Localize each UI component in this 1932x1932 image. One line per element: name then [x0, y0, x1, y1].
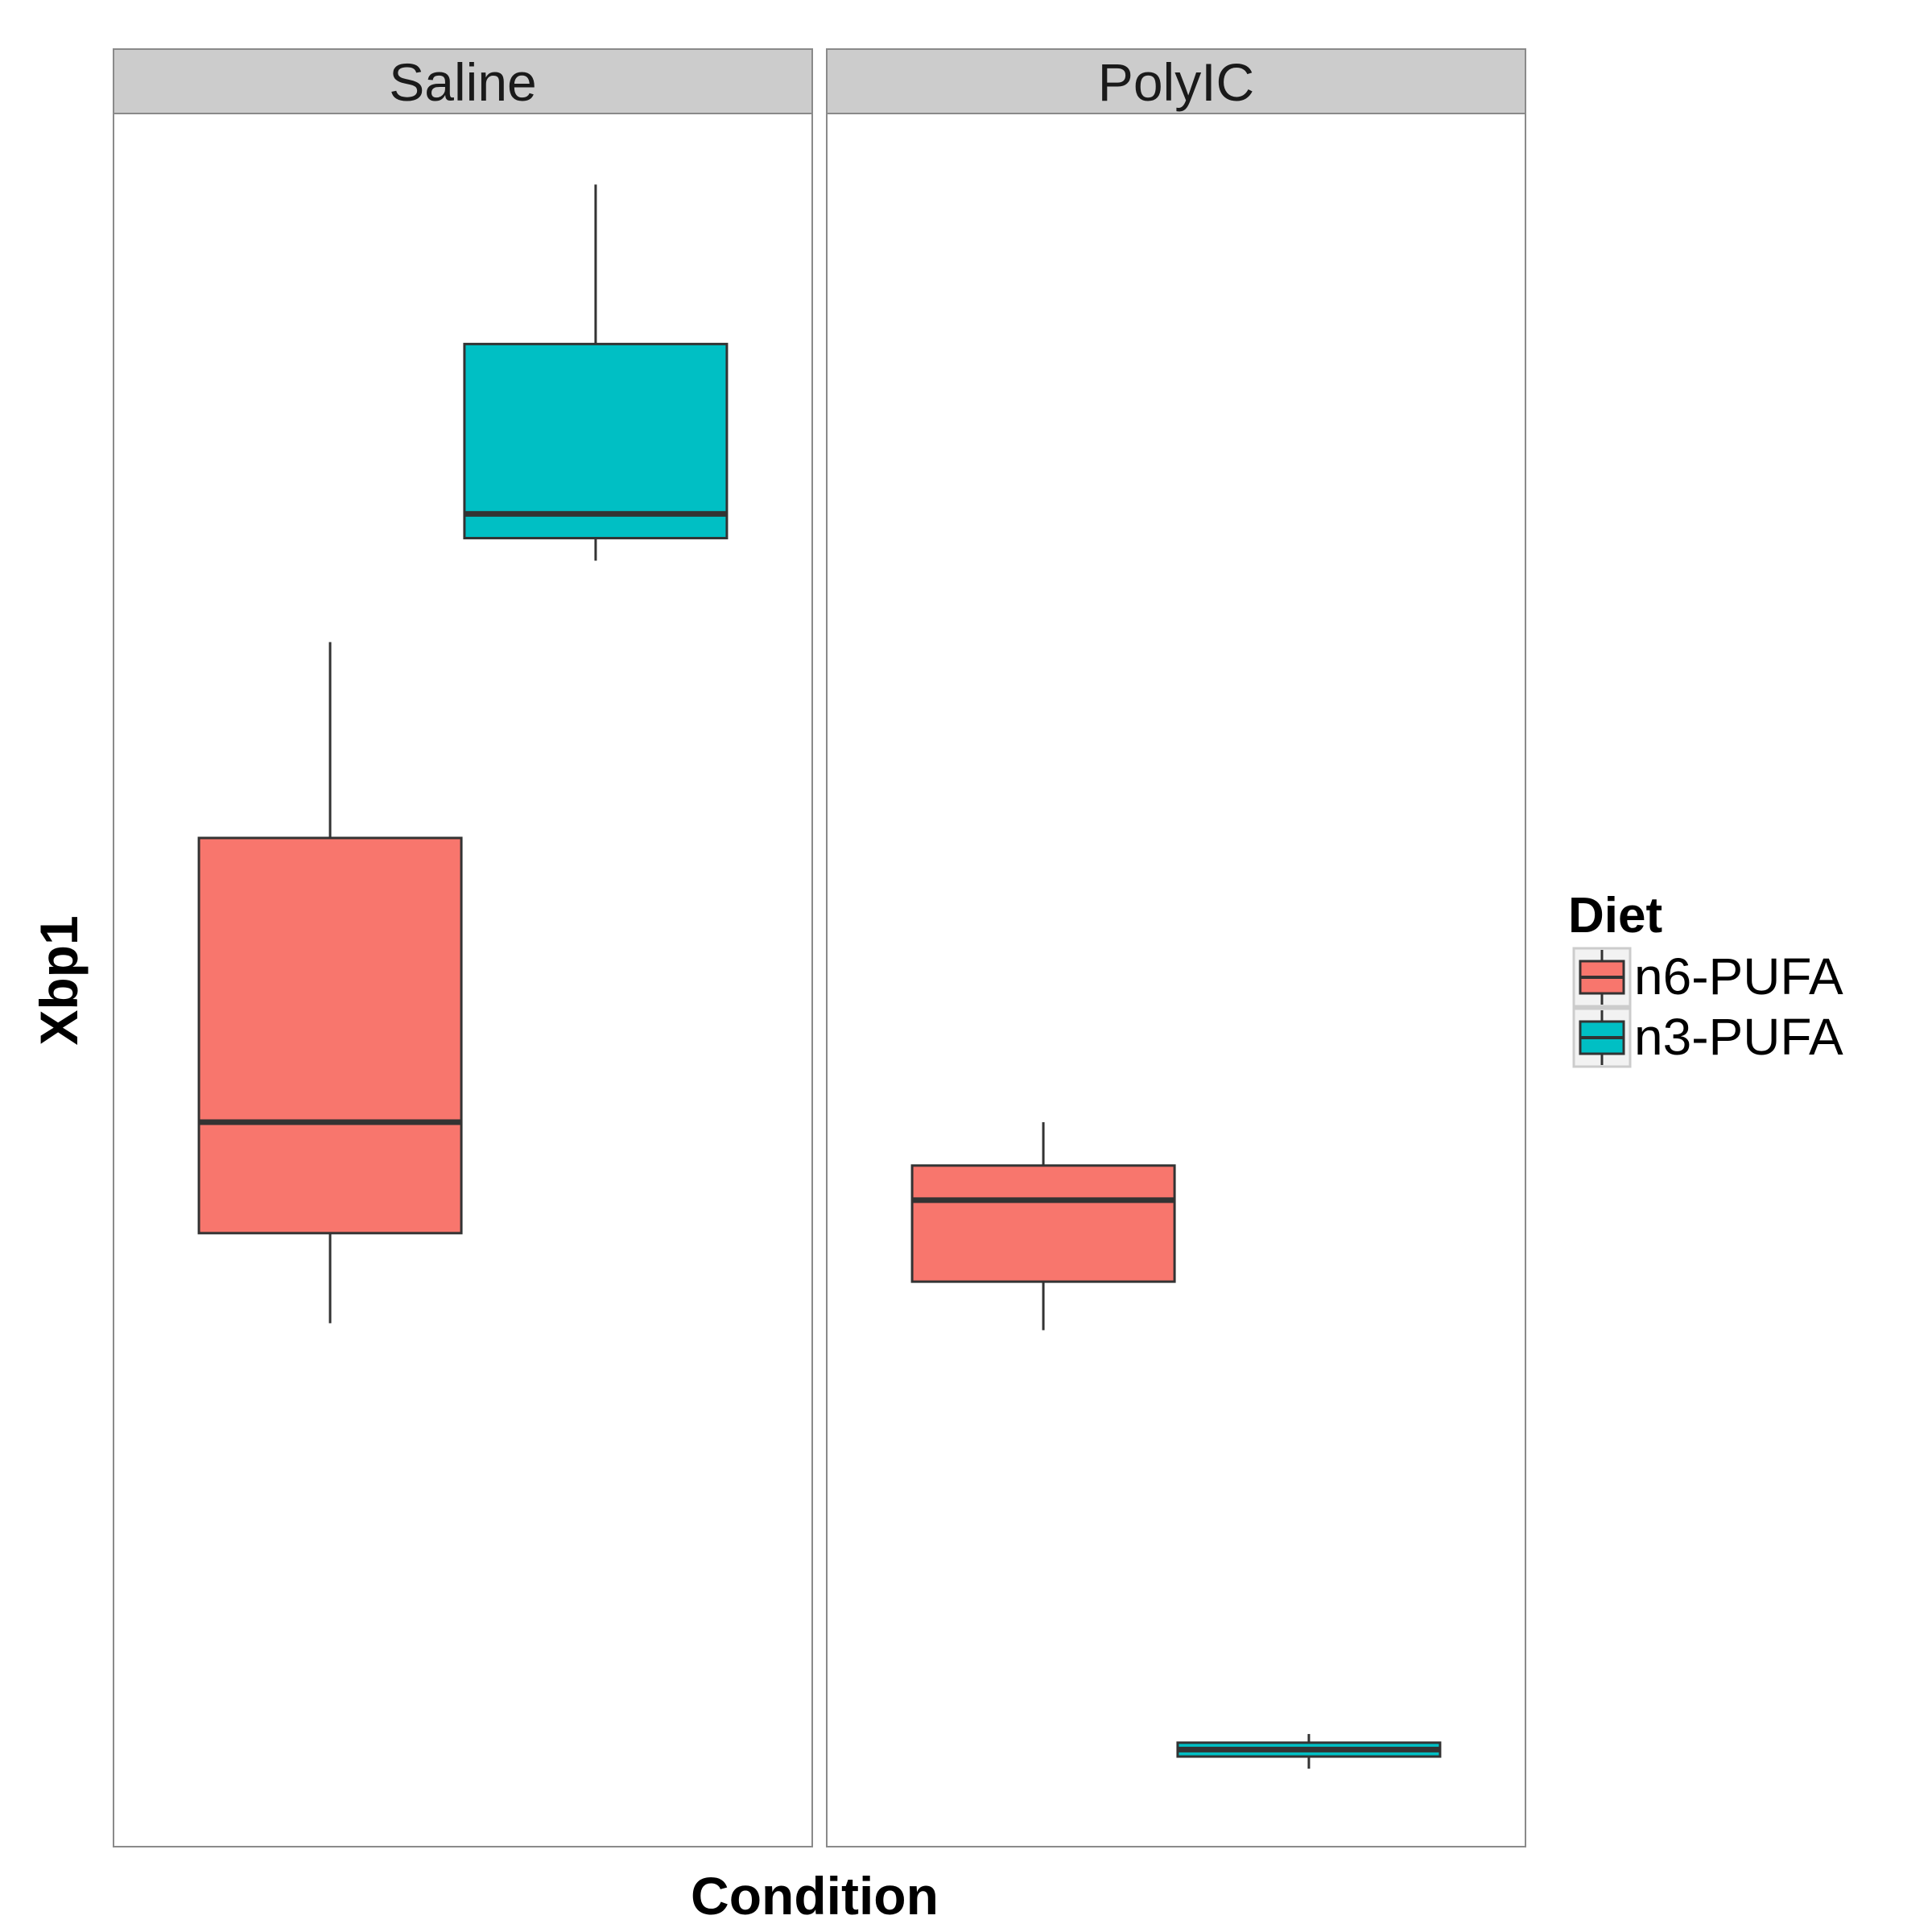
facet-label-polyic: PolyIC: [1098, 52, 1254, 112]
box-polyic-n6-pufa: [910, 1122, 1176, 1331]
box-body: [910, 1164, 1176, 1283]
legend-keys: [1572, 947, 1632, 1068]
legend-key-n6-pufa: [1572, 947, 1632, 1008]
facet-strip-saline: [113, 48, 813, 114]
legend: Diet n6-PUFA n3-PUFA: [1568, 888, 1843, 1068]
box-saline-n6-pufa: [197, 642, 463, 1323]
legend-label-n6-pufa: n6-PUFA: [1634, 947, 1843, 1005]
box-polyic-n3-pufa: [1176, 1734, 1442, 1769]
x-axis-title: Condition: [691, 1866, 939, 1926]
legend-key-n3-pufa: [1572, 1007, 1632, 1068]
facet-label-saline: Saline: [389, 52, 536, 112]
y-axis-title: Xbp1: [29, 915, 89, 1045]
box-body: [197, 836, 463, 1235]
facet-strip-polyic: [826, 48, 1526, 114]
box-body: [463, 342, 729, 539]
facet-panels: Saline PolyIC: [113, 48, 1526, 1847]
panel-polyic: [826, 113, 1526, 1847]
box-marks: [197, 184, 1442, 1769]
legend-title: Diet: [1568, 888, 1662, 943]
legend-label-n3-pufa: n3-PUFA: [1634, 1008, 1843, 1066]
box-saline-n3-pufa: [463, 184, 729, 561]
